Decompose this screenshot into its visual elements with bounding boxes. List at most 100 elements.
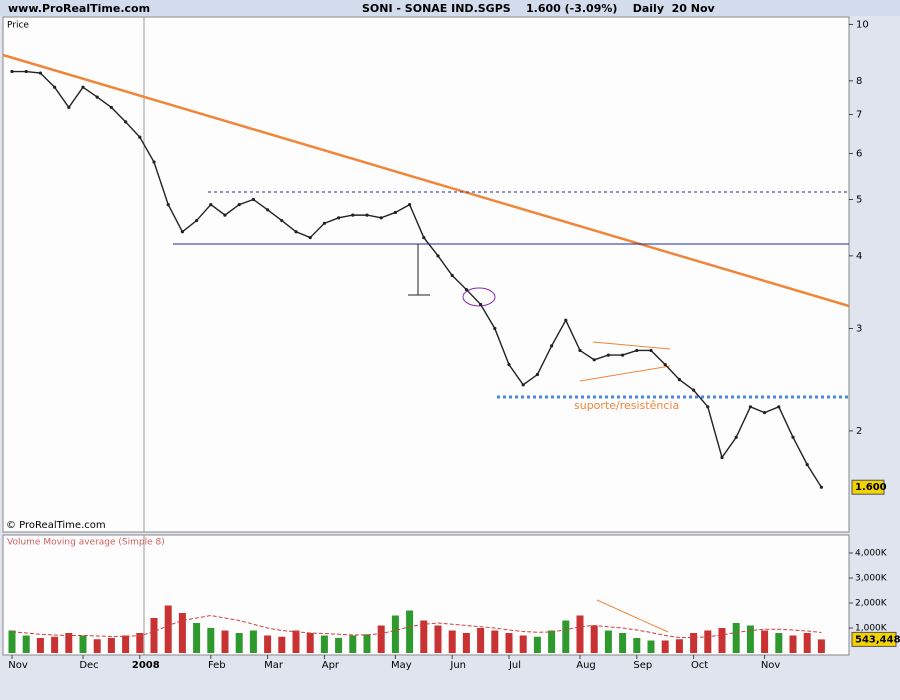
price-point bbox=[592, 358, 596, 362]
price-point bbox=[10, 69, 14, 74]
volume-bar bbox=[122, 635, 130, 653]
volume-bar bbox=[164, 605, 172, 653]
volume-bar bbox=[817, 639, 825, 653]
volume-bar bbox=[193, 623, 201, 653]
volume-bar bbox=[349, 635, 357, 653]
volume-bar bbox=[562, 620, 570, 653]
price-point bbox=[819, 485, 824, 489]
price-point bbox=[393, 210, 397, 215]
volume-bar bbox=[8, 630, 16, 653]
price-point bbox=[436, 254, 440, 258]
price-point bbox=[450, 273, 454, 278]
price-point bbox=[805, 462, 809, 467]
price-point bbox=[479, 302, 483, 307]
last-price-box bbox=[851, 479, 885, 495]
triangle-line bbox=[592, 341, 671, 350]
price-point bbox=[81, 85, 85, 89]
volume-bar bbox=[761, 630, 769, 653]
moving-average-line bbox=[11, 614, 822, 638]
price-point bbox=[67, 105, 71, 110]
price-point bbox=[365, 213, 369, 217]
price-point bbox=[379, 216, 383, 220]
price-point bbox=[408, 202, 412, 207]
price-point bbox=[706, 405, 710, 409]
volume-bar bbox=[803, 633, 811, 653]
header-bar bbox=[0, 0, 900, 16]
volume-bar bbox=[391, 615, 399, 653]
annotation: suporte/resistência bbox=[574, 399, 679, 412]
volume-bar bbox=[775, 633, 783, 653]
chart-title: SONI - SONAE IND.SGPS 1.600 (-3.09%) Dai… bbox=[362, 2, 716, 15]
price-point bbox=[209, 202, 213, 207]
x-tick-label: Nov bbox=[761, 660, 781, 671]
volume-bar bbox=[79, 635, 87, 653]
price-point bbox=[763, 411, 767, 415]
price-point bbox=[180, 230, 184, 234]
volume-bar bbox=[264, 635, 272, 653]
site-name: www.ProRealTime.com bbox=[8, 2, 150, 15]
price-point bbox=[237, 202, 241, 207]
price-point bbox=[95, 95, 99, 99]
price-point bbox=[251, 197, 255, 202]
volume-bar bbox=[93, 639, 101, 653]
volume-bar bbox=[746, 625, 754, 653]
y-tick-label: 2,000K bbox=[855, 599, 888, 609]
volume-bar bbox=[619, 633, 627, 653]
price-point bbox=[493, 326, 497, 331]
highlight-ellipse bbox=[462, 287, 496, 307]
price-point bbox=[464, 287, 468, 292]
price-point bbox=[351, 213, 355, 217]
y-tick-label: 1,000K bbox=[855, 624, 888, 634]
volume-bar bbox=[51, 636, 59, 653]
x-tick-label: May bbox=[391, 660, 412, 671]
volume-bar bbox=[136, 633, 144, 653]
x-tick-label: Feb bbox=[208, 660, 226, 671]
volume-bar bbox=[491, 630, 499, 653]
volume-bar bbox=[36, 638, 44, 653]
volume-bar bbox=[732, 623, 740, 653]
volume-bar bbox=[278, 636, 286, 653]
x-tick-label: Dec bbox=[79, 660, 98, 671]
volume-bar bbox=[292, 630, 300, 653]
x-tick-label: Sep bbox=[633, 660, 652, 671]
price-point bbox=[578, 348, 582, 353]
volume-bar bbox=[207, 628, 215, 653]
volume-bar bbox=[462, 633, 470, 653]
price-point bbox=[748, 405, 753, 409]
price-point bbox=[152, 160, 156, 164]
price-point bbox=[734, 435, 738, 439]
volume-bar bbox=[65, 633, 73, 653]
x-tick-label: Jul bbox=[508, 660, 521, 671]
volume-bar bbox=[335, 638, 343, 653]
price-point bbox=[166, 202, 170, 207]
price-point bbox=[266, 208, 270, 212]
price-point bbox=[24, 69, 28, 74]
y-tick-label: 3,000K bbox=[855, 574, 888, 584]
x-tick-label: Apr bbox=[322, 660, 340, 671]
volume-bar bbox=[150, 618, 158, 653]
x-tick-label: Aug bbox=[576, 660, 596, 671]
price-point bbox=[692, 388, 696, 392]
volume-bar bbox=[604, 630, 612, 653]
price-point bbox=[507, 363, 511, 367]
volume-bar bbox=[22, 635, 30, 653]
y-tick-label: 8 bbox=[856, 76, 862, 87]
price-point bbox=[294, 230, 298, 234]
price-point bbox=[422, 235, 426, 240]
price-point bbox=[649, 348, 653, 353]
trend-line bbox=[2, 53, 850, 308]
volume-bar bbox=[320, 635, 328, 653]
volume-bar bbox=[448, 630, 456, 653]
volume-bar bbox=[107, 638, 115, 653]
volume-bar bbox=[221, 630, 229, 653]
price-point bbox=[223, 213, 227, 217]
volume-bar bbox=[789, 635, 797, 653]
price-point bbox=[337, 216, 341, 220]
price-point bbox=[109, 105, 113, 110]
last-volume-label: 543,448 bbox=[855, 634, 900, 645]
price-point bbox=[308, 235, 312, 240]
copyright: © ProRealTime.com bbox=[6, 520, 106, 531]
volume-bar bbox=[633, 638, 641, 653]
x-tick-label: Mar bbox=[264, 660, 284, 671]
